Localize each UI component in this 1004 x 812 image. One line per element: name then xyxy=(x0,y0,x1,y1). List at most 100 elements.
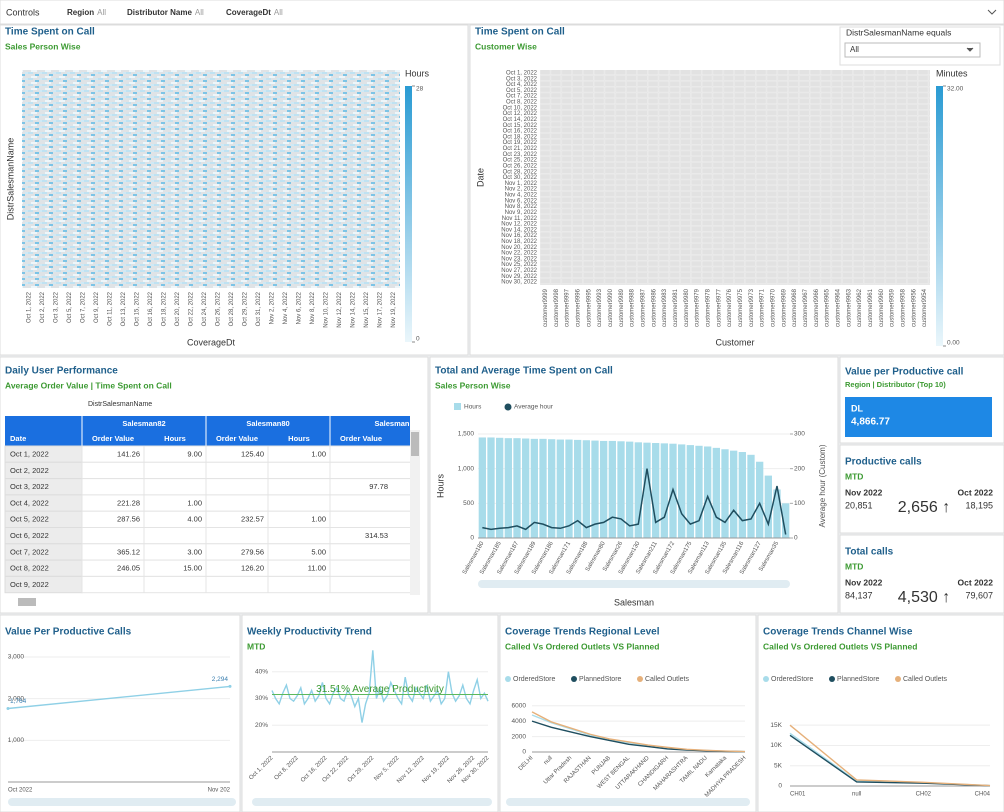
x-tick-label: Oct 7, 2022 xyxy=(80,291,86,323)
data-label: 2,294 xyxy=(212,676,229,683)
y-tick-label: 1,000 xyxy=(8,737,25,744)
line xyxy=(789,724,991,787)
cell: 97.78 xyxy=(369,482,388,491)
scrollbar[interactable] xyxy=(506,798,750,806)
x-tick-label: customer9976 xyxy=(727,288,733,327)
line xyxy=(531,711,746,753)
x-tick-label: customer9986 xyxy=(651,288,657,327)
kpi-period: Oct 2022 xyxy=(958,487,994,497)
legend-title: Minutes xyxy=(936,68,968,78)
colorbar-tick-label: 0 xyxy=(416,336,420,343)
cell: 5.00 xyxy=(311,547,326,556)
kpi-subtitle: Region | Distributor (Top 10) xyxy=(845,380,946,389)
table-header xyxy=(5,416,410,446)
bar xyxy=(704,446,712,538)
y-tick-label: Nov 8, 2022 xyxy=(505,204,538,210)
filter-value[interactable]: All xyxy=(97,8,106,17)
cell: Oct 8, 2022 xyxy=(10,564,49,573)
filter-value[interactable]: All xyxy=(274,8,283,17)
row xyxy=(81,527,410,545)
kpi-title: Productive calls xyxy=(845,457,922,468)
x-tick-label: Nov 19, 2022 xyxy=(391,291,397,327)
bar xyxy=(522,438,530,538)
filter-name[interactable]: CoverageDt xyxy=(226,8,271,17)
y-tick-label: Nov 1, 2022 xyxy=(505,181,538,187)
bar xyxy=(634,442,642,538)
legend-label: OrderedStore xyxy=(771,676,814,683)
filter-dropdown[interactable] xyxy=(844,42,981,58)
chart-subtitle: Customer Wise xyxy=(475,41,537,51)
scroll-thumb[interactable] xyxy=(18,598,36,606)
y-tick-label: Oct 26, 2022 xyxy=(503,163,538,169)
x-axis-label: CoverageDt xyxy=(187,337,236,347)
kpi-title: Total calls xyxy=(845,547,894,558)
x-tick-label: Oct 2, 2022 xyxy=(40,291,46,323)
y-tick-label: 20% xyxy=(255,722,268,729)
cell: Oct 1, 2022 xyxy=(10,449,49,458)
chart-subtitle: Called Vs Ordered Outlets VS Planned xyxy=(763,641,917,651)
x-tick-label: Nov 12, 2022 xyxy=(337,291,343,327)
legend-marker xyxy=(637,676,643,682)
y2-tick-label: 200 xyxy=(794,465,805,472)
line xyxy=(482,468,787,535)
x-tick-label: customer9961 xyxy=(868,288,874,327)
x-tick-label: Oct 2022 xyxy=(8,788,33,794)
legend-marker xyxy=(504,403,512,411)
kpi-subtitle: MTD xyxy=(845,561,863,571)
y-tick-label: Oct 3, 2022 xyxy=(506,76,538,82)
x-tick-label: CH04 xyxy=(975,792,991,798)
filter-name[interactable]: Region xyxy=(67,8,94,17)
filter-value[interactable]: All xyxy=(195,8,204,17)
scrollbar[interactable] xyxy=(410,430,420,595)
y-tick-label: Nov 30, 2022 xyxy=(501,280,537,286)
collapse-icon[interactable] xyxy=(987,9,997,15)
bar xyxy=(686,445,694,538)
y-tick-label: 3,000 xyxy=(8,654,25,661)
y-tick-label: 6000 xyxy=(512,702,527,709)
x-tick-label: Nov 2, 2022 xyxy=(269,291,275,324)
y-tick-label: Oct 8, 2022 xyxy=(506,100,538,106)
cell: 126.20 xyxy=(241,564,264,573)
cell: Oct 3, 2022 xyxy=(10,482,49,491)
x-tick-label: customer9981 xyxy=(673,288,679,327)
bar xyxy=(582,440,590,538)
legend-marker xyxy=(829,676,835,682)
x-tick-label: customer9989 xyxy=(619,288,625,327)
y-tick-label: Nov 12, 2022 xyxy=(501,222,537,228)
bar xyxy=(548,439,556,538)
legend-label: Called Outlets xyxy=(903,676,947,683)
line xyxy=(271,650,489,723)
row xyxy=(81,478,410,496)
y-axis-label: DistrSalesmanName xyxy=(5,138,15,221)
scrollbar[interactable] xyxy=(8,798,236,806)
scrollbar[interactable] xyxy=(478,580,790,588)
bar xyxy=(695,445,703,538)
column-header: Hours xyxy=(288,434,310,443)
bar xyxy=(764,475,772,538)
bar xyxy=(539,438,547,538)
y-tick-label: 0 xyxy=(778,783,782,790)
x-tick-label: Oct 26, 2022 xyxy=(215,291,221,326)
colorbar-tick-label: 32.00 xyxy=(947,86,964,93)
scroll-thumb[interactable] xyxy=(411,432,419,456)
y-tick-label: Oct 1, 2022 xyxy=(506,70,538,76)
bar xyxy=(600,440,608,538)
y-tick-label: 5K xyxy=(774,762,783,769)
x-tick-label: customer9956 xyxy=(911,288,917,327)
bar xyxy=(730,450,738,538)
y-tick-label: Oct 5, 2022 xyxy=(506,88,538,94)
x-tick-label: customer9975 xyxy=(738,288,744,327)
scrollbar[interactable] xyxy=(252,798,492,806)
bar xyxy=(678,444,686,538)
filter-name[interactable]: Distributor Name xyxy=(127,8,192,17)
bar xyxy=(574,439,582,538)
data-label: 1,764 xyxy=(10,698,27,705)
legend-label: PlannedStore xyxy=(579,676,622,683)
y-tick-label: Oct 18, 2022 xyxy=(503,134,538,140)
controls-label: Controls xyxy=(6,7,40,17)
cell: 1.00 xyxy=(311,449,326,458)
cell: 141.26 xyxy=(117,449,140,458)
panel xyxy=(839,444,1004,534)
cell: 15.00 xyxy=(183,564,202,573)
x-tick-label: customer9998 xyxy=(554,288,560,327)
